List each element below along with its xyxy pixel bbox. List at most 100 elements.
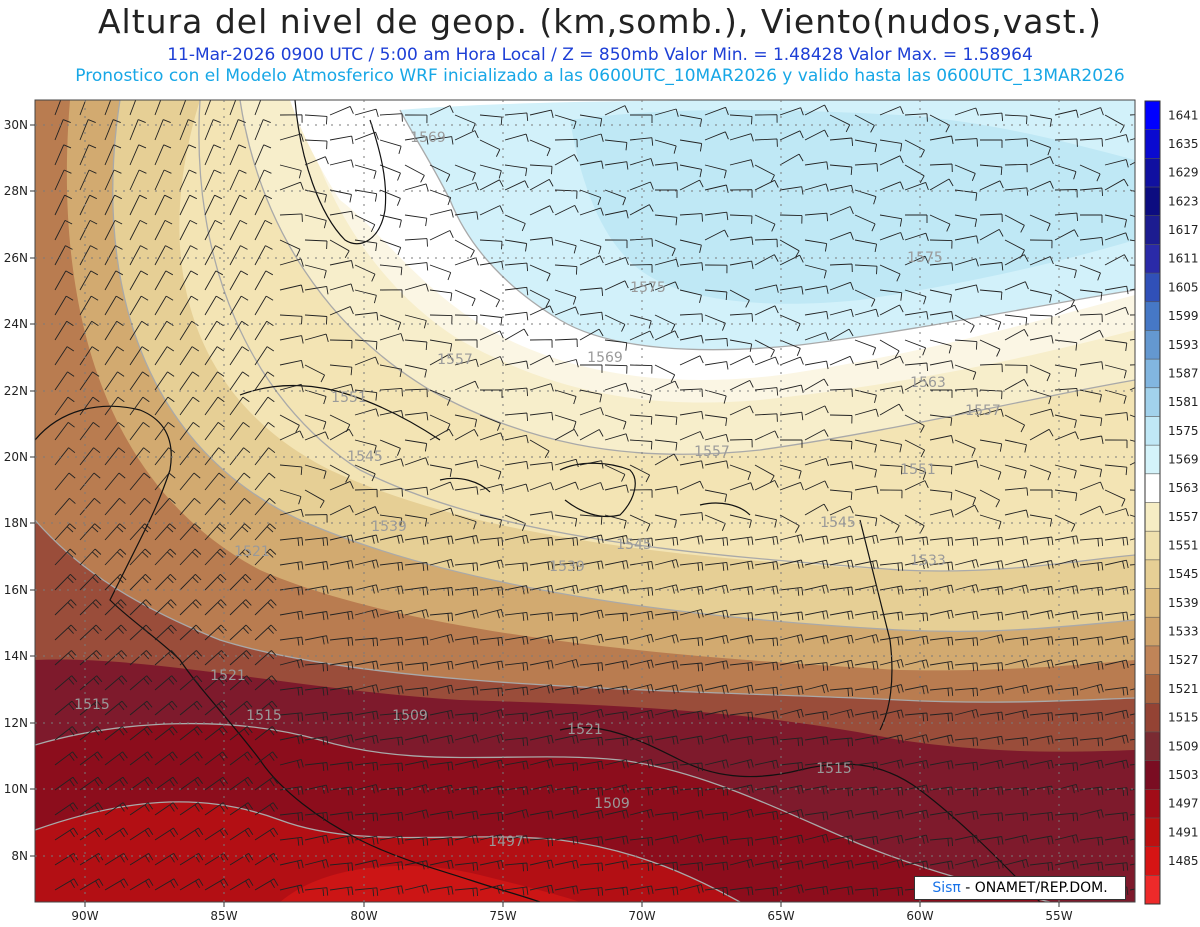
colorbar-swatch bbox=[1145, 817, 1160, 848]
model-run-subtitle: Pronostico con el Modelo Atmosferico WRF… bbox=[75, 66, 1125, 86]
colorbar-label: 1545 bbox=[1168, 567, 1199, 581]
colorbar-swatch bbox=[1145, 215, 1160, 245]
contour-label: 1545 bbox=[616, 537, 652, 553]
lat-label: 20N bbox=[4, 450, 28, 464]
sispi-onamet-logo: Sisπ - ONAMET/REP.DOM. bbox=[914, 876, 1126, 900]
colorbar-swatch bbox=[1145, 129, 1160, 159]
colorbar-swatch bbox=[1145, 387, 1160, 417]
colorbar-swatch bbox=[1145, 473, 1160, 503]
contour-label: 1515 bbox=[74, 697, 110, 713]
contour-label: 1515 bbox=[246, 708, 282, 724]
colorbar-label: 1623 bbox=[1168, 194, 1199, 208]
colorbar-swatch bbox=[1145, 617, 1160, 647]
colorbar-swatch bbox=[1145, 101, 1160, 131]
contour-label: 1521 bbox=[234, 544, 270, 560]
lon-label: 65W bbox=[767, 909, 794, 923]
band-1491 bbox=[280, 865, 580, 902]
colorbar-label: 1485 bbox=[1168, 854, 1199, 868]
lat-label: 26N bbox=[4, 251, 28, 265]
colorbar-label: 1509 bbox=[1168, 739, 1199, 753]
contour-label: 1551 bbox=[331, 390, 367, 406]
colorbar-swatch bbox=[1145, 559, 1160, 590]
lat-label: 24N bbox=[4, 317, 28, 331]
contour-label: 1557 bbox=[965, 403, 1001, 419]
contour-label: 1575 bbox=[630, 280, 666, 296]
contour-label: 1569 bbox=[410, 130, 446, 146]
colorbar-label: 1611 bbox=[1168, 252, 1199, 266]
lat-label: 22N bbox=[4, 384, 28, 398]
contour-label: 1563 bbox=[910, 375, 946, 391]
colorbar-label: 1617 bbox=[1168, 223, 1199, 237]
colorbar-swatch bbox=[1145, 674, 1160, 704]
colorbar-label: 1515 bbox=[1168, 711, 1199, 725]
lon-label: 75W bbox=[489, 909, 516, 923]
lon-label: 70W bbox=[628, 909, 655, 923]
colorbar-label: 1587 bbox=[1168, 366, 1199, 380]
colorbar-swatch bbox=[1145, 330, 1160, 360]
colorbar-label: 1503 bbox=[1168, 768, 1199, 782]
valid-time-subtitle: 11-Mar-2026 0900 UTC / 5:00 am Hora Loca… bbox=[167, 45, 1033, 65]
contour-label: 1539 bbox=[549, 559, 585, 575]
contour-label: 1551 bbox=[900, 462, 936, 478]
colorbar-swatch bbox=[1145, 645, 1160, 676]
lat-label: 16N bbox=[4, 583, 28, 597]
colorbar-label: 1605 bbox=[1168, 280, 1199, 294]
colorbar-label: 1581 bbox=[1168, 395, 1199, 409]
colorbar-swatch bbox=[1145, 244, 1160, 274]
colorbar-swatch bbox=[1145, 158, 1160, 188]
colorbar-label: 1563 bbox=[1168, 481, 1199, 495]
colorbar-swatch bbox=[1145, 703, 1160, 733]
colorbar-swatch bbox=[1145, 416, 1160, 446]
colorbar-swatch bbox=[1145, 187, 1160, 217]
colorbar-swatch bbox=[1145, 789, 1160, 819]
colorbar: 1641 1635 1629 1623 1617 1611 1605 1599 1593 1587… bbox=[1144, 100, 1199, 905]
colorbar-label: 1599 bbox=[1168, 309, 1199, 323]
contour-label: 1545 bbox=[820, 515, 856, 531]
lat-label: 14N bbox=[4, 649, 28, 663]
colorbar-label: 1569 bbox=[1168, 452, 1199, 466]
map-frame bbox=[34, 99, 1136, 903]
colorbar-label: 1635 bbox=[1168, 137, 1199, 151]
contour-label: 1533 bbox=[910, 553, 946, 569]
contour-label: 1569 bbox=[587, 350, 623, 366]
logo-org: - ONAMET/REP.DOM. bbox=[960, 880, 1108, 896]
lon-label: 60W bbox=[906, 909, 933, 923]
colorbar-label: 1497 bbox=[1168, 797, 1199, 811]
map-field bbox=[35, 100, 1135, 902]
colorbar-swatch bbox=[1145, 531, 1160, 561]
lat-label: 12N bbox=[4, 716, 28, 730]
lat-label: 10N bbox=[4, 782, 28, 796]
contour-label: 1509 bbox=[594, 796, 630, 812]
lon-label: 85W bbox=[210, 909, 237, 923]
colorbar-swatch bbox=[1145, 760, 1160, 790]
colorbar-swatch bbox=[1145, 731, 1160, 762]
colorbar-label: 1629 bbox=[1168, 166, 1199, 180]
logo-sis: Sisπ bbox=[932, 880, 961, 896]
colorbar-swatch bbox=[1145, 301, 1160, 331]
lat-label: 8N bbox=[11, 849, 28, 863]
contour-label: 1521 bbox=[210, 668, 246, 684]
colorbar-swatch bbox=[1145, 875, 1160, 905]
colorbar-label: 1593 bbox=[1168, 338, 1199, 352]
contour-label: 1557 bbox=[694, 444, 730, 460]
colorbar-swatch bbox=[1145, 588, 1160, 618]
colorbar-label: 1575 bbox=[1168, 424, 1199, 438]
lat-label: 28N bbox=[4, 184, 28, 198]
contour-label: 1521 bbox=[567, 722, 603, 738]
colorbar-label: 1641 bbox=[1168, 108, 1199, 122]
colorbar-swatch bbox=[1145, 359, 1160, 389]
lat-label: 30N bbox=[4, 118, 28, 132]
contour-label: 1557 bbox=[437, 352, 473, 368]
colorbar-swatch bbox=[1145, 846, 1160, 876]
colorbar-label: 1491 bbox=[1168, 825, 1199, 839]
contour-label: 1509 bbox=[392, 708, 428, 724]
colorbar-label: 1527 bbox=[1168, 653, 1199, 667]
colorbar-label: 1521 bbox=[1168, 682, 1199, 696]
map-title: Altura del nivel de geop. (km,somb.), Vi… bbox=[97, 2, 1103, 41]
colorbar-swatch bbox=[1145, 273, 1160, 303]
colorbar-swatch bbox=[1145, 502, 1160, 532]
contour-label: 1575 bbox=[907, 250, 943, 266]
lon-label: 55W bbox=[1045, 909, 1072, 923]
contour-label: 1497 bbox=[488, 834, 524, 850]
